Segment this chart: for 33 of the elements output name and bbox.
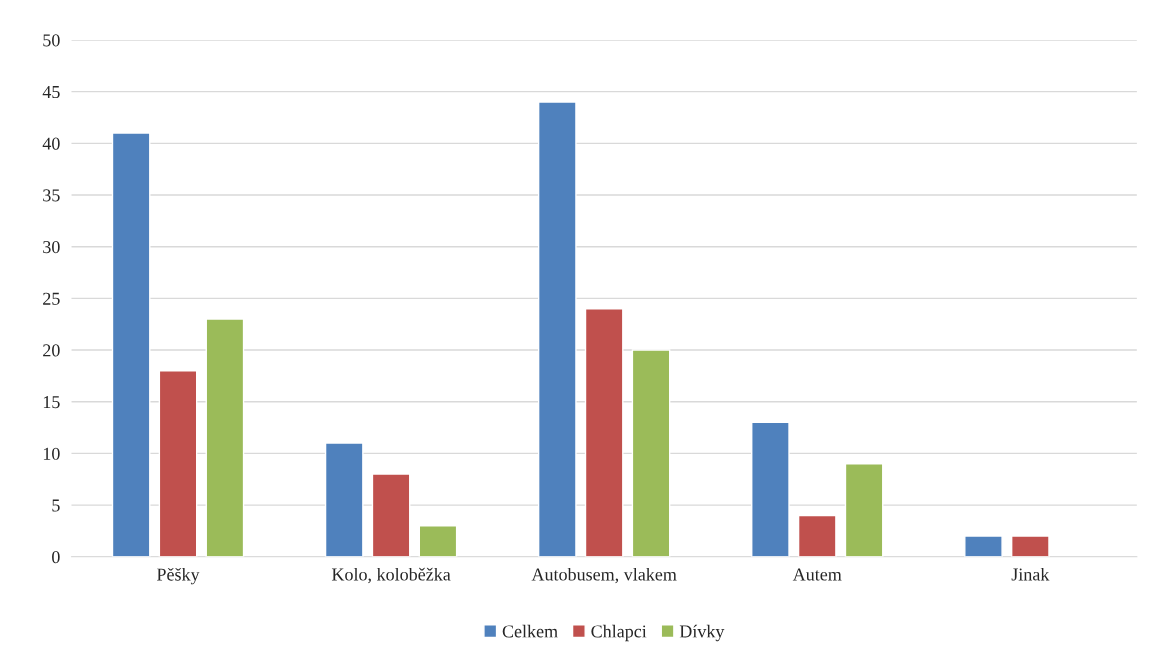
bar [111, 132, 151, 557]
bar [371, 473, 411, 557]
bar [1010, 535, 1050, 557]
bar [324, 442, 364, 557]
bar [631, 349, 671, 557]
x-tick-label: Autem [792, 568, 842, 581]
x-tick-label: Autobusem, vlakem [531, 567, 677, 584]
y-tick-label: 5 [52, 499, 60, 512]
bar [158, 370, 198, 557]
bar [844, 463, 884, 557]
legend-label: Celkem [502, 624, 558, 638]
y-tick-label: 35 [43, 189, 60, 202]
bar [751, 421, 790, 557]
x-tick-label: Pěšky [156, 567, 200, 585]
y-tick-label: 40 [42, 137, 60, 150]
y-tick-label: 20 [43, 344, 60, 357]
y-tick-label: 10 [43, 447, 60, 460]
y-tick-label: 25 [43, 292, 60, 305]
bar [537, 101, 577, 557]
y-tick-label: 30 [43, 240, 60, 254]
bar [584, 308, 624, 557]
x-tick-label: Jinak [1011, 567, 1050, 581]
y-tick-label: 45 [42, 86, 60, 99]
bar [964, 535, 1003, 557]
y-tick-label: 0 [52, 551, 60, 564]
legend-label: Chlapci [591, 624, 647, 642]
y-tick-label: 50 [43, 34, 60, 47]
bar [205, 318, 245, 557]
bar [418, 525, 458, 557]
legend-label: Dívky [679, 624, 725, 642]
y-tick-label: 15 [43, 396, 60, 409]
bar [797, 514, 837, 557]
x-tick-label: Kolo, koloběžka [331, 567, 451, 584]
